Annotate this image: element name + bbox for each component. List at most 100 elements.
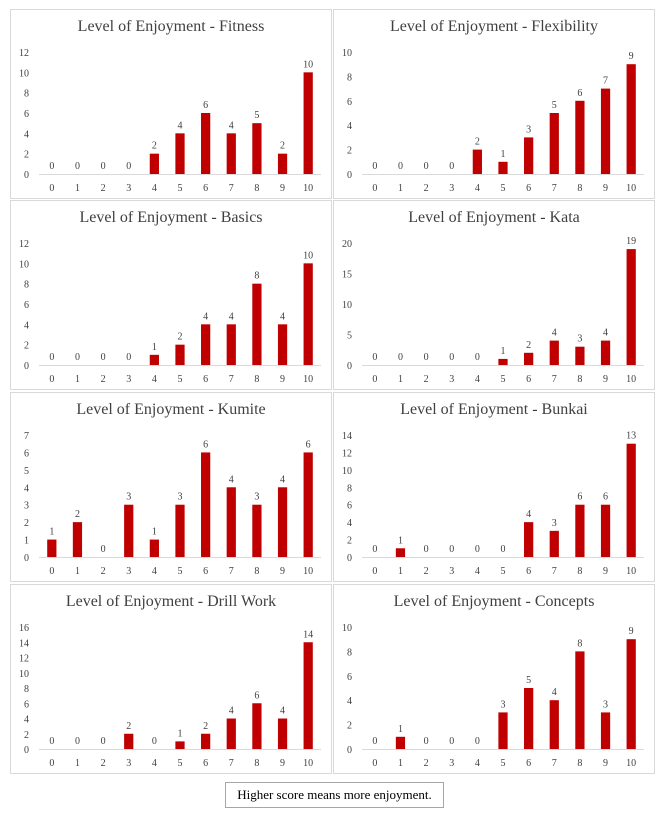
data-label: 0 [49, 736, 54, 747]
x-tick-label: 1 [398, 183, 403, 194]
bar [498, 712, 508, 749]
x-tick-label: 7 [229, 566, 234, 577]
y-tick-label: 8 [24, 280, 29, 291]
y-tick-label: 8 [24, 89, 29, 100]
bar [472, 149, 482, 174]
data-label: 0 [126, 352, 131, 363]
data-label: 1 [398, 724, 403, 735]
y-tick-label: 2 [347, 721, 352, 732]
x-tick-label: 10 [303, 374, 313, 385]
x-tick-label: 0 [372, 374, 377, 385]
data-label: 1 [152, 342, 157, 353]
x-tick-label: 1 [398, 758, 403, 769]
y-tick-label: 12 [19, 239, 29, 250]
data-label: 0 [398, 161, 403, 172]
x-tick-label: 4 [475, 758, 480, 769]
data-label: 0 [475, 736, 480, 747]
data-label: 2 [152, 141, 157, 152]
x-tick-label: 4 [475, 183, 480, 194]
x-tick-label: 8 [577, 566, 582, 577]
x-tick-label: 2 [424, 183, 429, 194]
x-tick-label: 7 [229, 758, 234, 769]
bar [175, 344, 185, 365]
y-tick-label: 4 [24, 129, 29, 140]
x-tick-label: 1 [75, 183, 80, 194]
y-tick-label: 2 [347, 146, 352, 157]
x-tick-label: 3 [126, 374, 131, 385]
data-label: 0 [424, 544, 429, 555]
y-tick-label: 6 [24, 699, 29, 710]
data-label: 0 [475, 352, 480, 363]
bar [626, 249, 636, 365]
bar [252, 504, 262, 557]
x-tick-label: 3 [449, 183, 454, 194]
y-tick-label: 14 [342, 431, 352, 442]
data-label: 0 [449, 352, 454, 363]
data-label: 0 [424, 736, 429, 747]
data-label: 0 [49, 161, 54, 172]
data-label: 4 [178, 120, 183, 131]
bar [201, 324, 211, 365]
y-tick-label: 4 [24, 715, 29, 726]
data-label: 0 [75, 736, 80, 747]
x-tick-label: 0 [372, 758, 377, 769]
y-tick-label: 6 [24, 300, 29, 311]
chart-panel-kata: Level of Enjoyment - Kata 0 5 10 15 20 0 0 0 1 0 2 0… [333, 200, 655, 390]
y-tick-label: 6 [24, 448, 29, 459]
data-label: 4 [526, 509, 531, 520]
bar [226, 718, 236, 749]
y-tick-label: 4 [347, 518, 352, 529]
data-label: 6 [577, 492, 582, 503]
y-tick-label: 4 [24, 320, 29, 331]
y-tick-label: 15 [342, 270, 352, 281]
bar [277, 718, 288, 749]
x-tick-label: 9 [603, 183, 608, 194]
y-tick-label: 8 [347, 72, 352, 83]
data-label: 4 [229, 706, 234, 717]
chart-title: Level of Enjoyment - Kata [408, 209, 580, 226]
data-label: 2 [526, 340, 531, 351]
bar [277, 153, 288, 174]
data-label: 1 [49, 527, 54, 538]
x-tick-label: 8 [577, 374, 582, 385]
bar [149, 354, 159, 365]
x-tick-label: 2 [101, 758, 106, 769]
data-label: 0 [398, 352, 403, 363]
x-tick-label: 10 [626, 758, 636, 769]
x-tick-label: 5 [501, 374, 506, 385]
bar [600, 88, 611, 174]
y-tick-label: 6 [347, 672, 352, 683]
bar [626, 639, 636, 749]
bar [575, 504, 585, 557]
y-tick-label: 20 [342, 239, 352, 250]
data-label: 0 [372, 352, 377, 363]
data-label: 10 [303, 250, 313, 261]
y-tick-label: 0 [347, 361, 352, 372]
chart-panel-flexibility: Level of Enjoyment - Flexibility 0 2 4 6 8 10 0… [333, 9, 655, 199]
x-tick-label: 4 [475, 374, 480, 385]
x-tick-label: 5 [501, 183, 506, 194]
bar [226, 133, 236, 174]
x-tick-label: 2 [424, 374, 429, 385]
chart-title: Level of Enjoyment - Concepts [393, 593, 595, 610]
data-label: 6 [203, 100, 208, 111]
data-label: 6 [603, 492, 608, 503]
x-tick-label: 2 [101, 566, 106, 577]
data-label: 0 [449, 736, 454, 747]
bar [201, 452, 211, 557]
chart-panel-kumite: Level of Enjoyment - Kumite 0 1 2 3 4 5 6 7 1 0 2 1 0… [10, 392, 332, 582]
x-tick-label: 9 [280, 758, 285, 769]
x-tick-label: 5 [178, 374, 183, 385]
y-tick-label: 2 [24, 150, 29, 161]
footnote: Higher score means more enjoyment. [225, 782, 444, 808]
data-label: 2 [203, 721, 208, 732]
x-tick-label: 2 [424, 758, 429, 769]
y-tick-label: 0 [24, 553, 29, 564]
data-label: 5 [254, 110, 259, 121]
data-label: 1 [501, 149, 506, 160]
y-tick-label: 0 [347, 745, 352, 756]
y-tick-label: 2 [347, 536, 352, 547]
x-tick-label: 0 [372, 183, 377, 194]
